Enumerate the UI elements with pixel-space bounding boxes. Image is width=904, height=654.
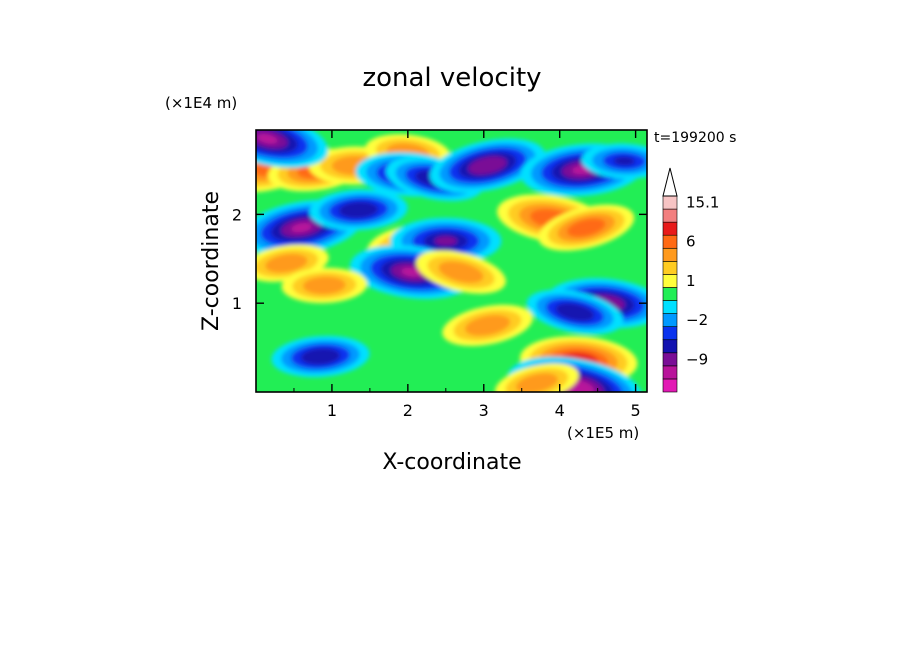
contour-blob bbox=[477, 161, 498, 171]
x-scale-label: (×1E5 m) bbox=[567, 424, 639, 442]
colorbar-segment bbox=[662, 274, 678, 288]
colorbar-tick-label: 15.1 bbox=[686, 194, 719, 212]
contour-blob bbox=[576, 223, 596, 233]
contour-blob bbox=[401, 267, 422, 277]
colorbar-segment bbox=[662, 378, 678, 393]
contour-blob bbox=[476, 320, 499, 331]
x-tick-label: 2 bbox=[403, 401, 413, 420]
colorbar-segment bbox=[662, 313, 678, 327]
contour-blob bbox=[613, 156, 635, 166]
contour-blob bbox=[257, 134, 278, 144]
colorbar-segment bbox=[662, 234, 678, 249]
plot-frame bbox=[255, 129, 648, 393]
colorbar-segment bbox=[662, 287, 678, 301]
contour-fields bbox=[256, 130, 647, 392]
contour-blob bbox=[565, 307, 585, 317]
colorbar-segment bbox=[662, 300, 678, 314]
contour-blob bbox=[348, 205, 369, 215]
y-scale-label: (×1E4 m) bbox=[165, 94, 237, 112]
contour-blob bbox=[310, 352, 331, 361]
x-tick-label: 1 bbox=[327, 401, 337, 420]
colorbar-segment bbox=[662, 326, 678, 341]
colorbar-segment bbox=[662, 352, 678, 367]
x-tick-label: 3 bbox=[479, 401, 489, 420]
colorbar-tick-label: −9 bbox=[686, 350, 708, 368]
colorbar-tick-label: 1 bbox=[686, 272, 696, 290]
x-axis: 1 2 3 4 5 bbox=[293, 130, 641, 420]
chart-title: zonal velocity bbox=[362, 63, 541, 93]
colorbar-max-arrow bbox=[662, 167, 678, 197]
contour-blob bbox=[434, 236, 457, 246]
colorbar-tick-label: 6 bbox=[686, 233, 696, 251]
colorbar-segment bbox=[662, 208, 678, 223]
colorbar-segment bbox=[662, 365, 678, 380]
y-axis: 12 bbox=[232, 205, 647, 313]
y-tick-label: 2 bbox=[232, 205, 242, 224]
colorbar-tick-label: −2 bbox=[686, 311, 708, 329]
colorbar: 15.1 6 1 −2 −9 bbox=[662, 167, 719, 393]
contour-blob bbox=[291, 223, 312, 233]
x-axis-label: X-coordinate bbox=[382, 450, 521, 475]
colorbar-segment bbox=[662, 339, 678, 354]
colorbar-segment bbox=[662, 261, 678, 275]
contour-blob bbox=[449, 266, 473, 278]
y-axis-label: Z-coordinate bbox=[199, 191, 224, 331]
y-tick-label: 1 bbox=[232, 294, 242, 313]
x-tick-label: 5 bbox=[631, 401, 641, 420]
colorbar-segment bbox=[662, 247, 678, 262]
x-tick-label: 4 bbox=[555, 401, 565, 420]
contour-blob bbox=[275, 258, 297, 268]
colorbar-segment bbox=[662, 195, 678, 210]
contour-blob bbox=[313, 281, 336, 290]
contour-blob bbox=[526, 378, 548, 389]
time-label: t=199200 s bbox=[654, 130, 736, 146]
colorbar-segment bbox=[662, 221, 678, 236]
contour-plot-area bbox=[255, 129, 648, 393]
